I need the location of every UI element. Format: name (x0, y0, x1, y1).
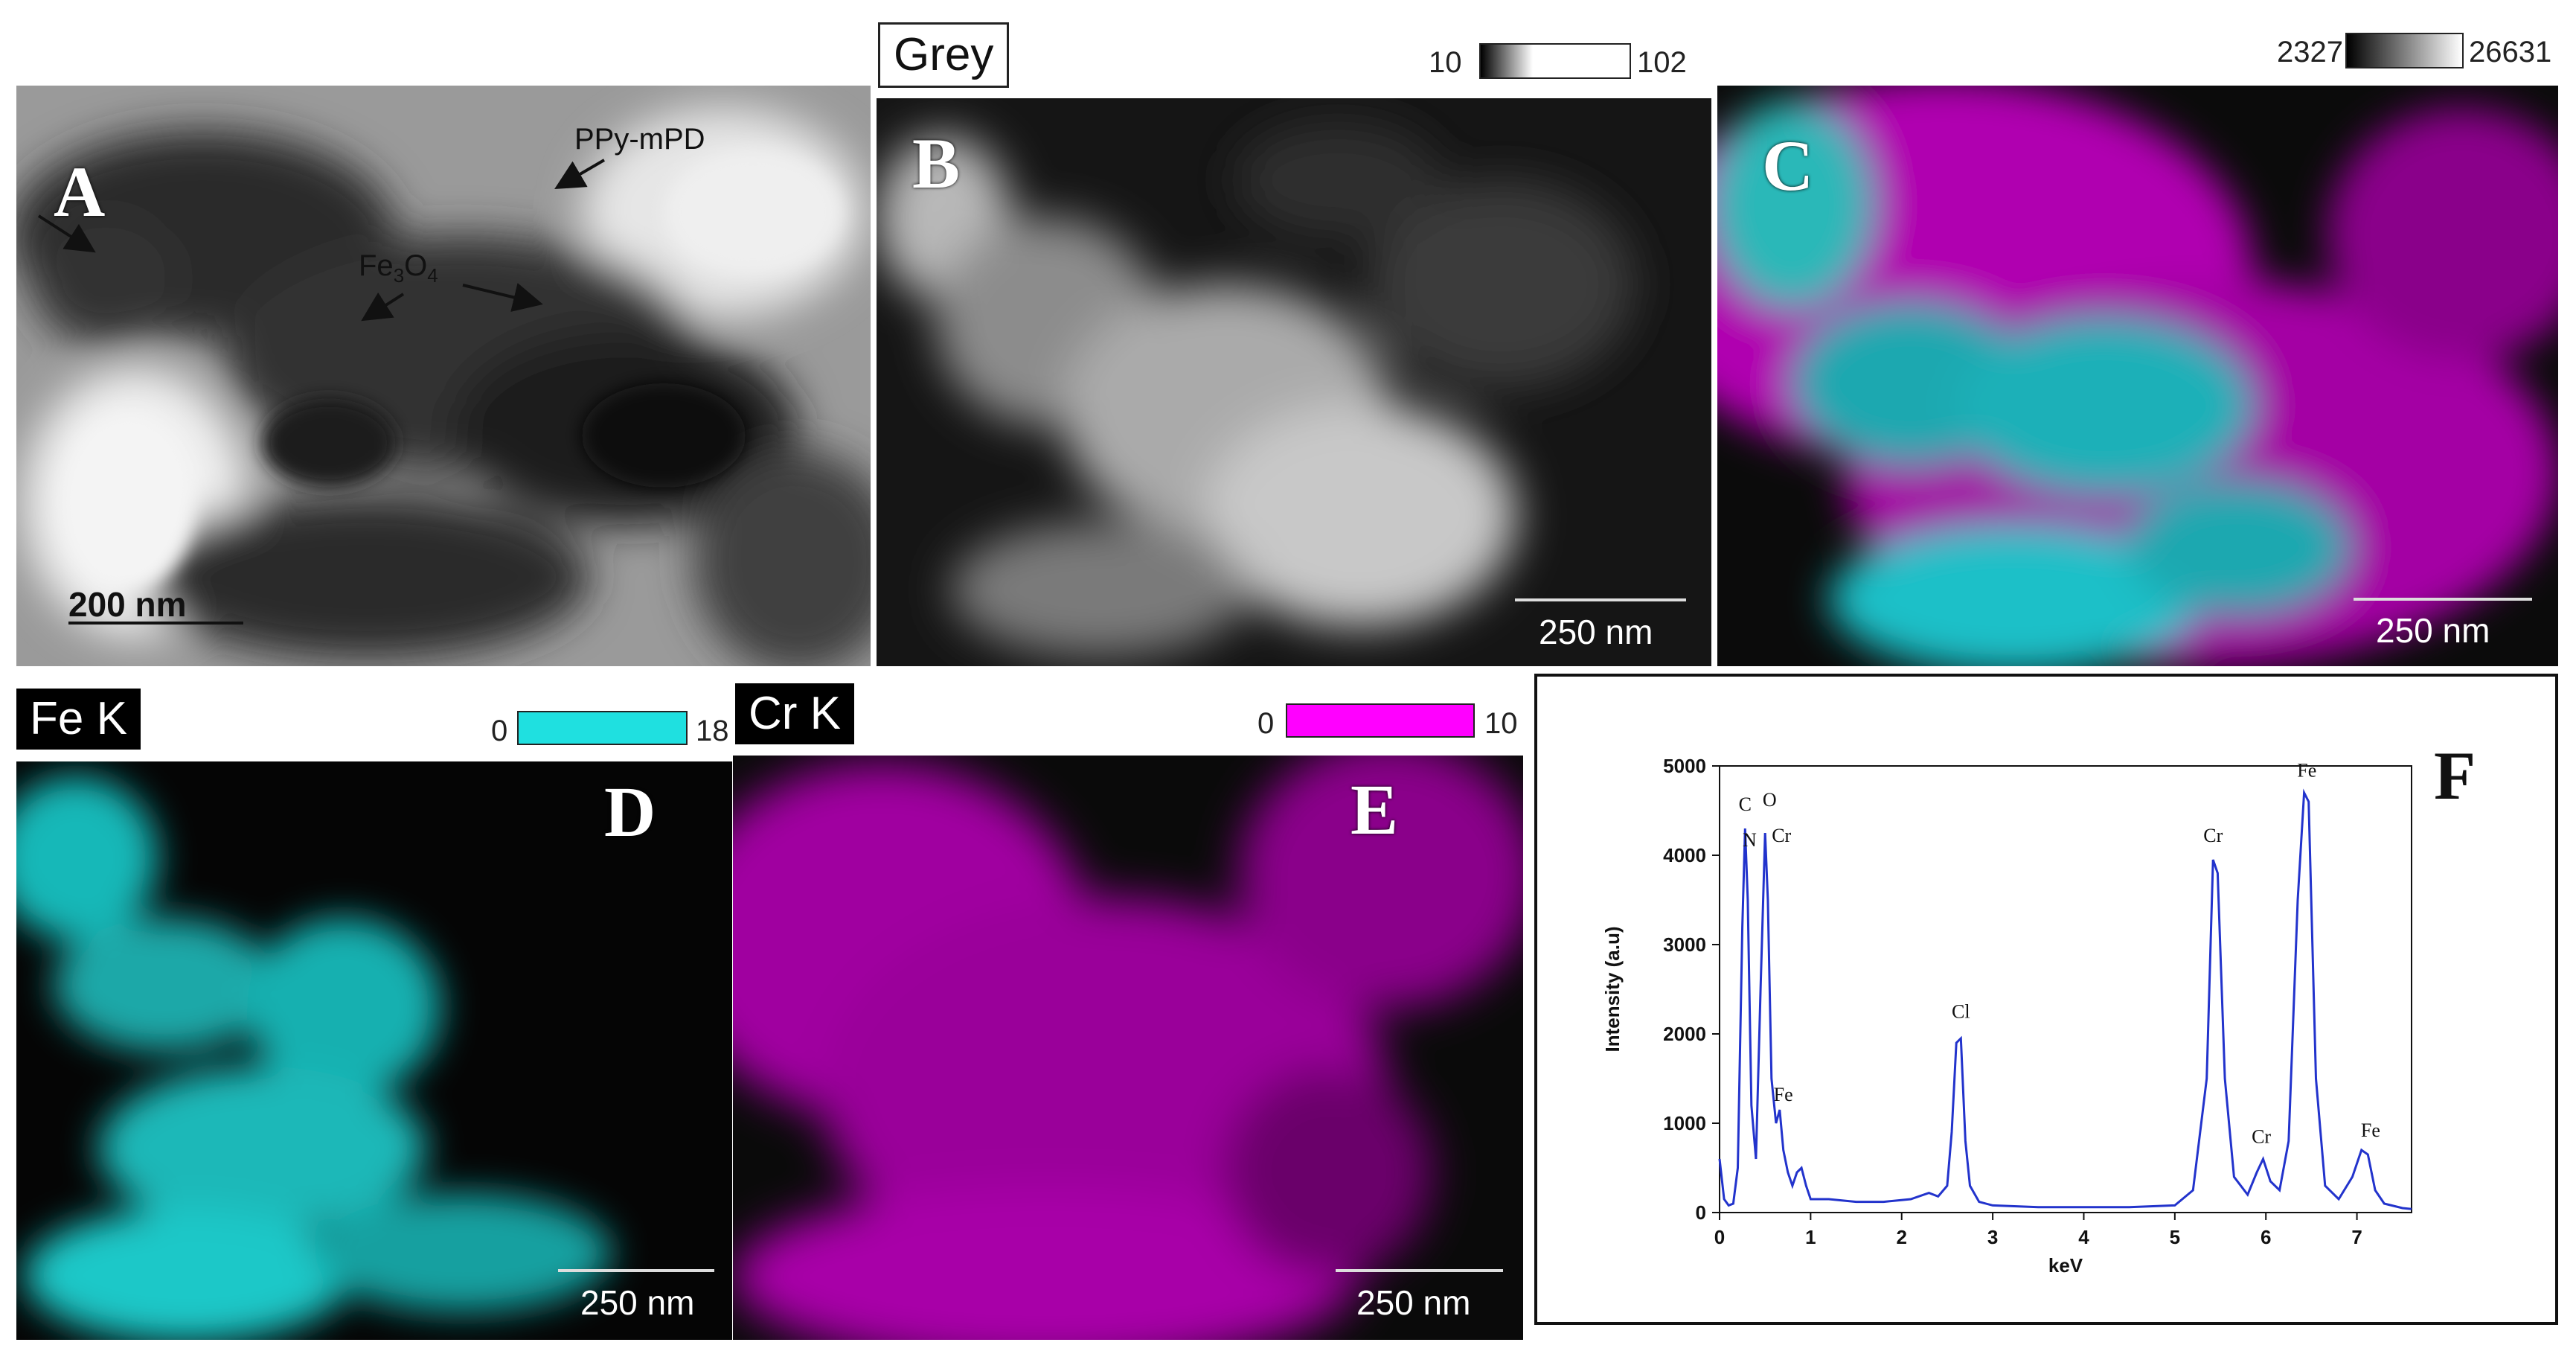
panel-c-label: C (1762, 126, 1814, 205)
panel-b-colorbar (1479, 43, 1631, 79)
panel-b-grey-image: B 250 nm (877, 98, 1711, 666)
panel-b-tag: Grey (878, 22, 1010, 88)
x-tick-label: 2 (1897, 1226, 1907, 1248)
x-tick-label: 0 (1714, 1226, 1725, 1248)
grey-haadf-image (877, 98, 1711, 666)
x-tick-label: 5 (2170, 1226, 2180, 1248)
x-tick-label: 7 (2351, 1226, 2362, 1248)
panel-e-scalebar-line (1336, 1269, 1503, 1272)
panel-d-fe-map: D 250 nm (16, 761, 732, 1340)
panel-e-tag: Cr K (735, 683, 854, 744)
x-tick-label: 4 (2078, 1226, 2089, 1248)
y-tick-label: 0 (1696, 1201, 1706, 1224)
panel-c-colorbar (2345, 33, 2464, 68)
peak-label-cr: Cr (2252, 1125, 2271, 1147)
panel-c-overlay-map: C 250 nm (1717, 86, 2558, 666)
y-tick-label: 1000 (1663, 1112, 1706, 1134)
fe-cr-overlay-map (1717, 86, 2558, 666)
x-tick-label: 6 (2261, 1226, 2271, 1248)
spectrum-line (1718, 788, 2412, 1210)
panel-a-arrows (37, 159, 606, 322)
fe-k-map (16, 761, 732, 1340)
x-axis-label: keV (2048, 1254, 2083, 1277)
chart-plot-frame (1719, 765, 2412, 1213)
panel-b-scalebar-text: 250 nm (1539, 613, 1653, 651)
y-tick-label: 4000 (1663, 844, 1706, 866)
peak-label-c: C (1739, 793, 1752, 815)
panel-d-colorbar (517, 711, 688, 745)
peak-label-cr: Cr (1772, 825, 1791, 846)
peak-label-o: O (1763, 789, 1777, 811)
peak-label-fe: Fe (2361, 1120, 2380, 1141)
eds-chart: 0 1 2 3 4 5 6 7 0 1000 2000 3000 4000 5000 keV Intensit… (1601, 755, 2412, 1277)
panel-a-label: A (54, 152, 106, 231)
panel-a-tem-image: A PPy-mPD Fe3O4 200 nm (16, 86, 871, 666)
panel-d-cbar-min: 0 (491, 715, 508, 747)
y-tick-label: 3000 (1663, 933, 1706, 956)
panel-d-scalebar-line (558, 1269, 714, 1272)
peak-label-cl: Cl (1952, 1000, 1970, 1022)
panel-e-label: E (1351, 770, 1399, 849)
panel-f-label: F (2434, 738, 2476, 814)
x-tick-label: 3 (1987, 1226, 1998, 1248)
tem-micrograph (16, 86, 871, 666)
x-tick-label: 1 (1805, 1226, 1816, 1248)
panel-d-cbar-max: 18 (696, 715, 729, 747)
panel-b-cbar-min: 10 (1429, 46, 1462, 79)
panel-d-scalebar-text: 250 nm (580, 1283, 695, 1322)
cr-k-map (733, 756, 1523, 1340)
panel-a-scalebar-line (68, 622, 243, 625)
panel-b-label: B (912, 124, 961, 203)
panel-b-scalebar-line (1515, 598, 1686, 601)
panel-c-scalebar-line (2354, 598, 2532, 601)
y-tick-label: 2000 (1663, 1023, 1706, 1045)
peak-label-fe: Fe (1774, 1084, 1793, 1105)
y-axis-label: Intensity (a.u) (1601, 926, 1624, 1052)
panel-c-scalebar-text: 250 nm (2376, 611, 2490, 650)
annotation-ppy-mpd: PPy-mPD (574, 123, 705, 156)
panel-b-cbar-max: 102 (1637, 46, 1687, 79)
panel-e-colorbar (1286, 703, 1475, 738)
panel-f-eds-spectrum: 0 1 2 3 4 5 6 7 0 1000 2000 3000 4000 5000 keV Intensit… (1534, 674, 2558, 1325)
annotation-fe3o4: Fe3O4 (359, 249, 438, 287)
peak-label-cr: Cr (2203, 825, 2223, 846)
panel-a-scalebar-text: 200 nm (68, 585, 187, 624)
panel-c-cbar-min: 2327 (2277, 36, 2343, 68)
panel-e-scalebar-text: 250 nm (1356, 1283, 1471, 1322)
y-tick-label: 5000 (1663, 755, 1706, 777)
panel-d-tag: Fe K (16, 689, 141, 750)
panel-e-cr-map: E 250 nm (733, 756, 1523, 1340)
peak-label-n: N (1743, 829, 1757, 851)
panel-c-cbar-max: 26631 (2469, 36, 2552, 68)
panel-d-label: D (604, 772, 656, 852)
peak-label-fe: Fe (2297, 759, 2316, 781)
panel-e-cbar-min: 0 (1257, 707, 1275, 740)
panel-e-cbar-max: 10 (1484, 707, 1518, 740)
